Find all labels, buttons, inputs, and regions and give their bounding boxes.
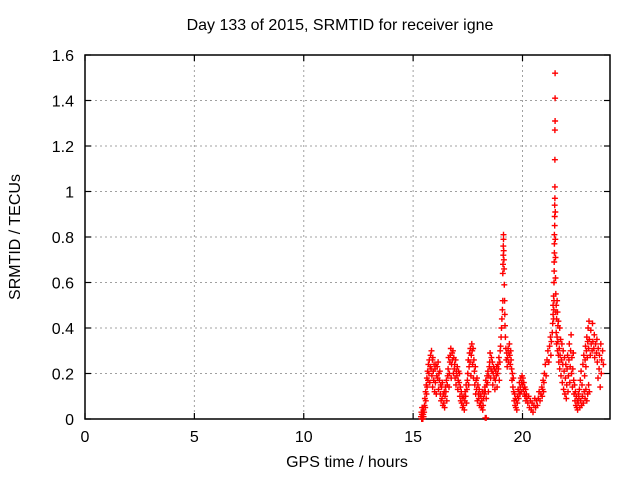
- data-points: [418, 70, 607, 422]
- y-tick-label: 0.8: [52, 230, 74, 247]
- y-tick-label: 0.6: [52, 276, 74, 293]
- y-tick-label: 1.2: [52, 139, 74, 156]
- y-tick-label: 1.4: [52, 94, 74, 111]
- x-tick-label: 0: [81, 429, 90, 446]
- y-tick-label: 0.4: [52, 321, 74, 338]
- y-tick-label: 0: [65, 412, 74, 429]
- axis-ticks: [84, 54, 610, 420]
- x-tick-label: 5: [190, 429, 199, 446]
- x-axis-label: GPS time / hours: [286, 454, 408, 471]
- gridlines: [85, 55, 610, 419]
- y-tick-label: 1.6: [52, 48, 74, 65]
- y-tick-label: 1: [65, 185, 74, 202]
- chart-title: Day 133 of 2015, SRMTID for receiver ign…: [187, 17, 494, 34]
- x-tick-labels: 0 5 10 15 20: [81, 429, 532, 446]
- x-tick-label: 10: [295, 429, 313, 446]
- scatter-markers: [418, 70, 607, 422]
- x-tick-label: 15: [404, 429, 422, 446]
- x-tick-label: 20: [514, 429, 532, 446]
- y-tick-label: 0.2: [52, 367, 74, 384]
- y-axis-label: SRMTID / TECUs: [7, 174, 24, 300]
- y-tick-labels: 0 0.2 0.4 0.6 0.8 1 1.2 1.4 1.6: [52, 48, 74, 429]
